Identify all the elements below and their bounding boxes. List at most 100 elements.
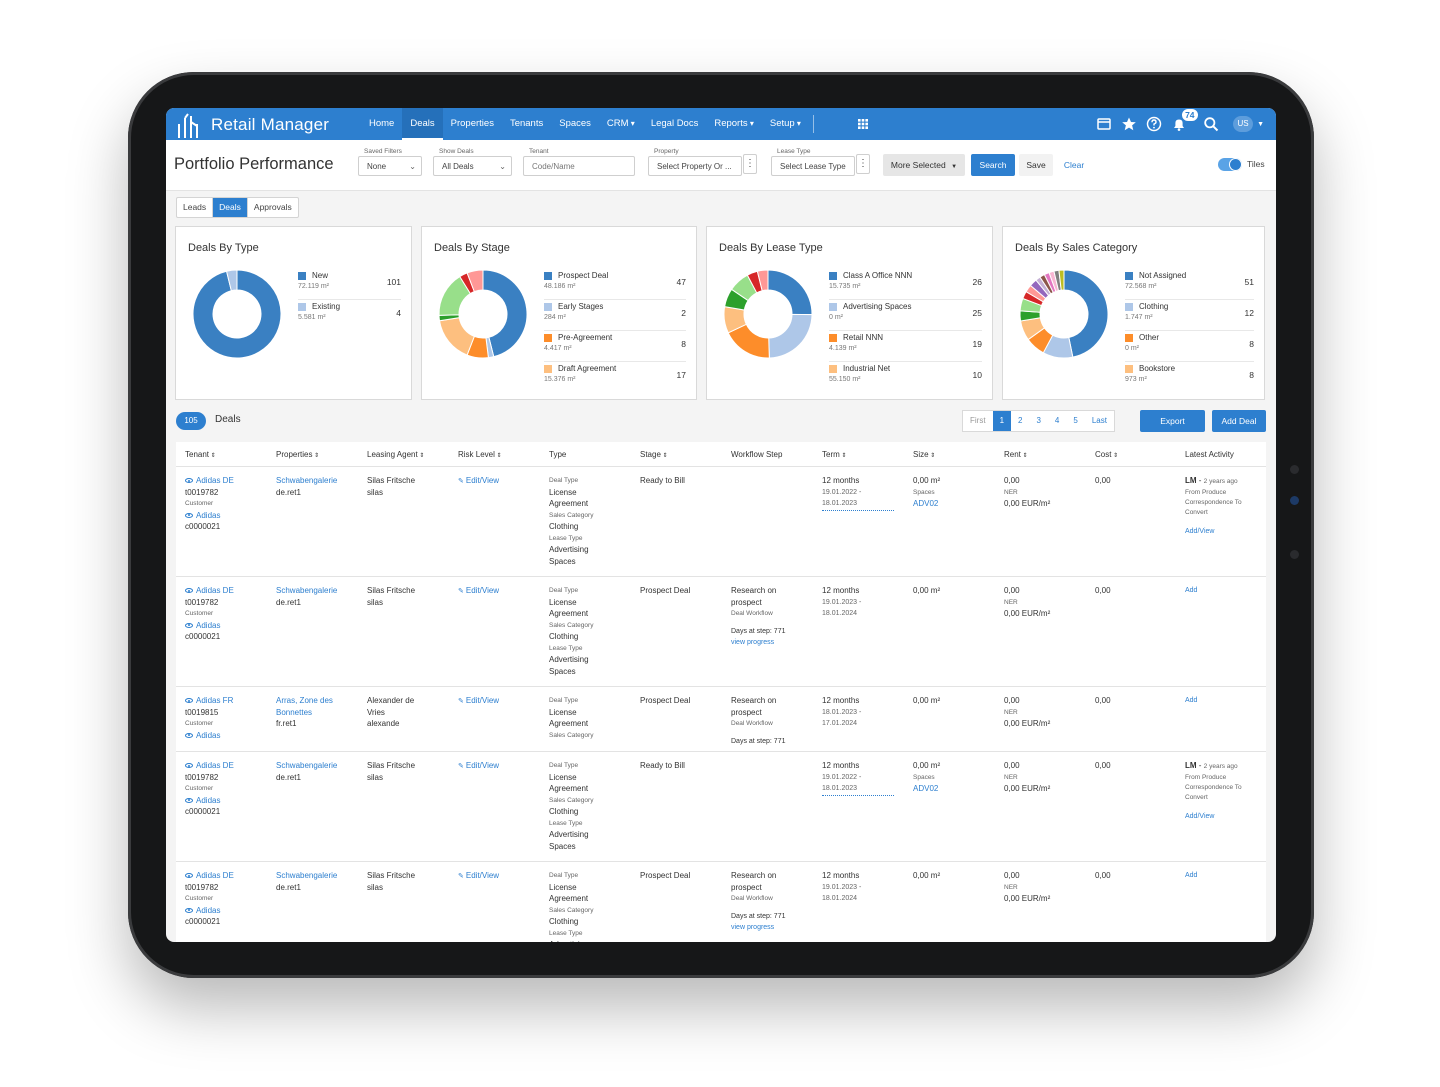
legend-item[interactable]: Class A Office NNN 15.735 m² 26: [829, 269, 982, 300]
star-icon[interactable]: [1121, 116, 1137, 132]
nav-item-spaces[interactable]: Spaces: [551, 108, 599, 140]
add-deal-button[interactable]: Add Deal: [1212, 410, 1266, 432]
apps-grid-icon[interactable]: [858, 119, 868, 129]
help-icon[interactable]: [1146, 116, 1162, 132]
donut-slice[interactable]: [192, 269, 282, 359]
nav-item-legal-docs[interactable]: Legal Docs: [643, 108, 707, 140]
legend-item[interactable]: Industrial Net 55.150 m² 10: [829, 362, 982, 392]
donut-slice[interactable]: [1063, 269, 1109, 358]
activity-link[interactable]: Add: [1185, 697, 1198, 704]
risk-edit-link[interactable]: ✎ Edit/View: [458, 585, 544, 598]
export-button[interactable]: Export: [1140, 410, 1205, 432]
customer-link[interactable]: Adidas: [185, 510, 271, 522]
column-header-rent[interactable]: Rent ⇕: [1004, 450, 1028, 459]
property-select[interactable]: Select Property Or ...: [648, 156, 742, 176]
property-link[interactable]: Schwabengalerie: [276, 871, 338, 880]
nav-item-home[interactable]: Home: [361, 108, 402, 140]
property-options-button[interactable]: ⋮: [743, 154, 757, 174]
column-header-term[interactable]: Term ⇕: [822, 450, 846, 459]
risk-edit-link[interactable]: ✎ Edit/View: [458, 870, 544, 883]
nav-item-setup[interactable]: Setup ▾: [762, 108, 809, 140]
tenant-link[interactable]: Adidas DE: [185, 585, 271, 597]
legend-item[interactable]: Early Stages 284 m² 2: [544, 300, 686, 331]
column-header-cost[interactable]: Cost ⇕: [1095, 450, 1118, 459]
property-link[interactable]: Schwabengalerie: [276, 476, 338, 485]
tenant-link[interactable]: Adidas DE: [185, 870, 271, 882]
show-deals-select[interactable]: All Deals ⌄: [433, 156, 512, 176]
view-progress-link[interactable]: view progress: [731, 639, 775, 646]
donut-slice[interactable]: [438, 317, 475, 356]
nav-item-reports[interactable]: Reports ▾: [706, 108, 762, 140]
column-header-stage[interactable]: Stage ⇕: [640, 450, 668, 459]
page-3[interactable]: 3: [1036, 416, 1041, 425]
nav-item-tenants[interactable]: Tenants: [502, 108, 551, 140]
risk-edit-link[interactable]: ✎ Edit/View: [458, 760, 544, 773]
legend-item[interactable]: Advertising Spaces 0 m² 25: [829, 300, 982, 331]
tenant-input[interactable]: Code/Name: [523, 156, 635, 176]
risk-edit-link[interactable]: ✎ Edit/View: [458, 695, 544, 708]
window-icon[interactable]: [1096, 116, 1112, 132]
tenant-link[interactable]: Adidas FR: [185, 695, 271, 707]
space-link[interactable]: ADV02: [913, 784, 939, 793]
page-last[interactable]: Last: [1091, 416, 1107, 425]
nav-item-deals[interactable]: Deals: [402, 108, 443, 140]
save-button[interactable]: Save: [1019, 154, 1053, 176]
legend-item[interactable]: Bookstore 973 m² 8: [1125, 362, 1254, 392]
nav-item-properties[interactable]: Properties: [443, 108, 502, 140]
search-icon[interactable]: [1203, 116, 1219, 132]
donut-slice[interactable]: [225, 269, 238, 292]
column-header-leasing-agent[interactable]: Leasing Agent ⇕: [367, 450, 424, 459]
clear-button[interactable]: Clear: [1063, 160, 1085, 170]
column-header-tenant[interactable]: Tenant ⇕: [185, 450, 216, 459]
space-link[interactable]: ADV02: [913, 499, 939, 508]
saved-filters-select[interactable]: None ⌄: [358, 156, 422, 176]
legend-item[interactable]: Pre-Agreement 4.417 m² 8: [544, 331, 686, 362]
chevron-down-icon[interactable]: ▼: [1257, 120, 1264, 128]
more-selected-button[interactable]: More Selected ▼: [883, 154, 965, 176]
donut-slice[interactable]: [756, 269, 769, 292]
activity-link[interactable]: Add: [1185, 872, 1198, 879]
notifications[interactable]: 74: [1171, 108, 1199, 132]
legend-item[interactable]: Retail NNN 4.139 m² 19: [829, 331, 982, 362]
tenant-link[interactable]: Adidas DE: [185, 760, 271, 772]
property-link[interactable]: Schwabengalerie: [276, 761, 338, 770]
lease-type-options-button[interactable]: ⋮: [856, 154, 870, 174]
donut-slice[interactable]: [768, 313, 813, 359]
page-5[interactable]: 5: [1073, 416, 1078, 425]
activity-link[interactable]: Add/View: [1185, 527, 1215, 535]
donut-slice[interactable]: [1058, 269, 1065, 291]
donut-slice[interactable]: [482, 269, 528, 358]
activity-link[interactable]: Add/View: [1185, 812, 1215, 820]
legend-item[interactable]: Other 0 m² 8: [1125, 331, 1254, 362]
activity-link[interactable]: Add: [1185, 587, 1198, 594]
legend-item[interactable]: Prospect Deal 48.186 m² 47: [544, 269, 686, 300]
user-avatar[interactable]: US: [1233, 116, 1254, 132]
tab-leads[interactable]: Leads: [177, 198, 214, 217]
tiles-toggle[interactable]: [1218, 158, 1242, 171]
view-progress-link[interactable]: view progress: [731, 924, 775, 931]
customer-link[interactable]: Adidas: [185, 620, 271, 632]
customer-link[interactable]: Adidas: [185, 795, 271, 807]
donut-slice[interactable]: [767, 269, 813, 316]
tenant-link[interactable]: Adidas DE: [185, 475, 271, 487]
nav-item-crm[interactable]: CRM ▾: [599, 108, 643, 140]
tab-approvals[interactable]: Approvals: [253, 202, 292, 212]
risk-edit-link[interactable]: ✎ Edit/View: [458, 475, 544, 488]
legend-item[interactable]: Draft Agreement 15.376 m² 17: [544, 362, 686, 392]
property-link[interactable]: Schwabengalerie: [276, 586, 338, 595]
customer-link[interactable]: Adidas: [185, 730, 271, 742]
legend-item[interactable]: Clothing 1.747 m² 12: [1125, 300, 1254, 331]
property-link[interactable]: Arras, Zone des Bonnettes: [276, 696, 333, 717]
legend-item[interactable]: Existing 5.581 m² 4: [298, 300, 401, 330]
column-header-size[interactable]: Size ⇕: [913, 450, 935, 459]
page-1[interactable]: 1: [992, 411, 1012, 431]
page-2[interactable]: 2: [1018, 416, 1023, 425]
tab-deals[interactable]: Deals: [213, 198, 248, 217]
lease-type-select[interactable]: Select Lease Type: [771, 156, 855, 176]
search-button[interactable]: Search: [971, 154, 1015, 176]
page-4[interactable]: 4: [1054, 416, 1060, 425]
page-first[interactable]: First: [970, 416, 986, 425]
legend-item[interactable]: New 72.119 m² 101: [298, 269, 401, 300]
legend-item[interactable]: Not Assigned 72.568 m² 51: [1125, 269, 1254, 300]
column-header-properties[interactable]: Properties ⇕: [276, 450, 319, 459]
